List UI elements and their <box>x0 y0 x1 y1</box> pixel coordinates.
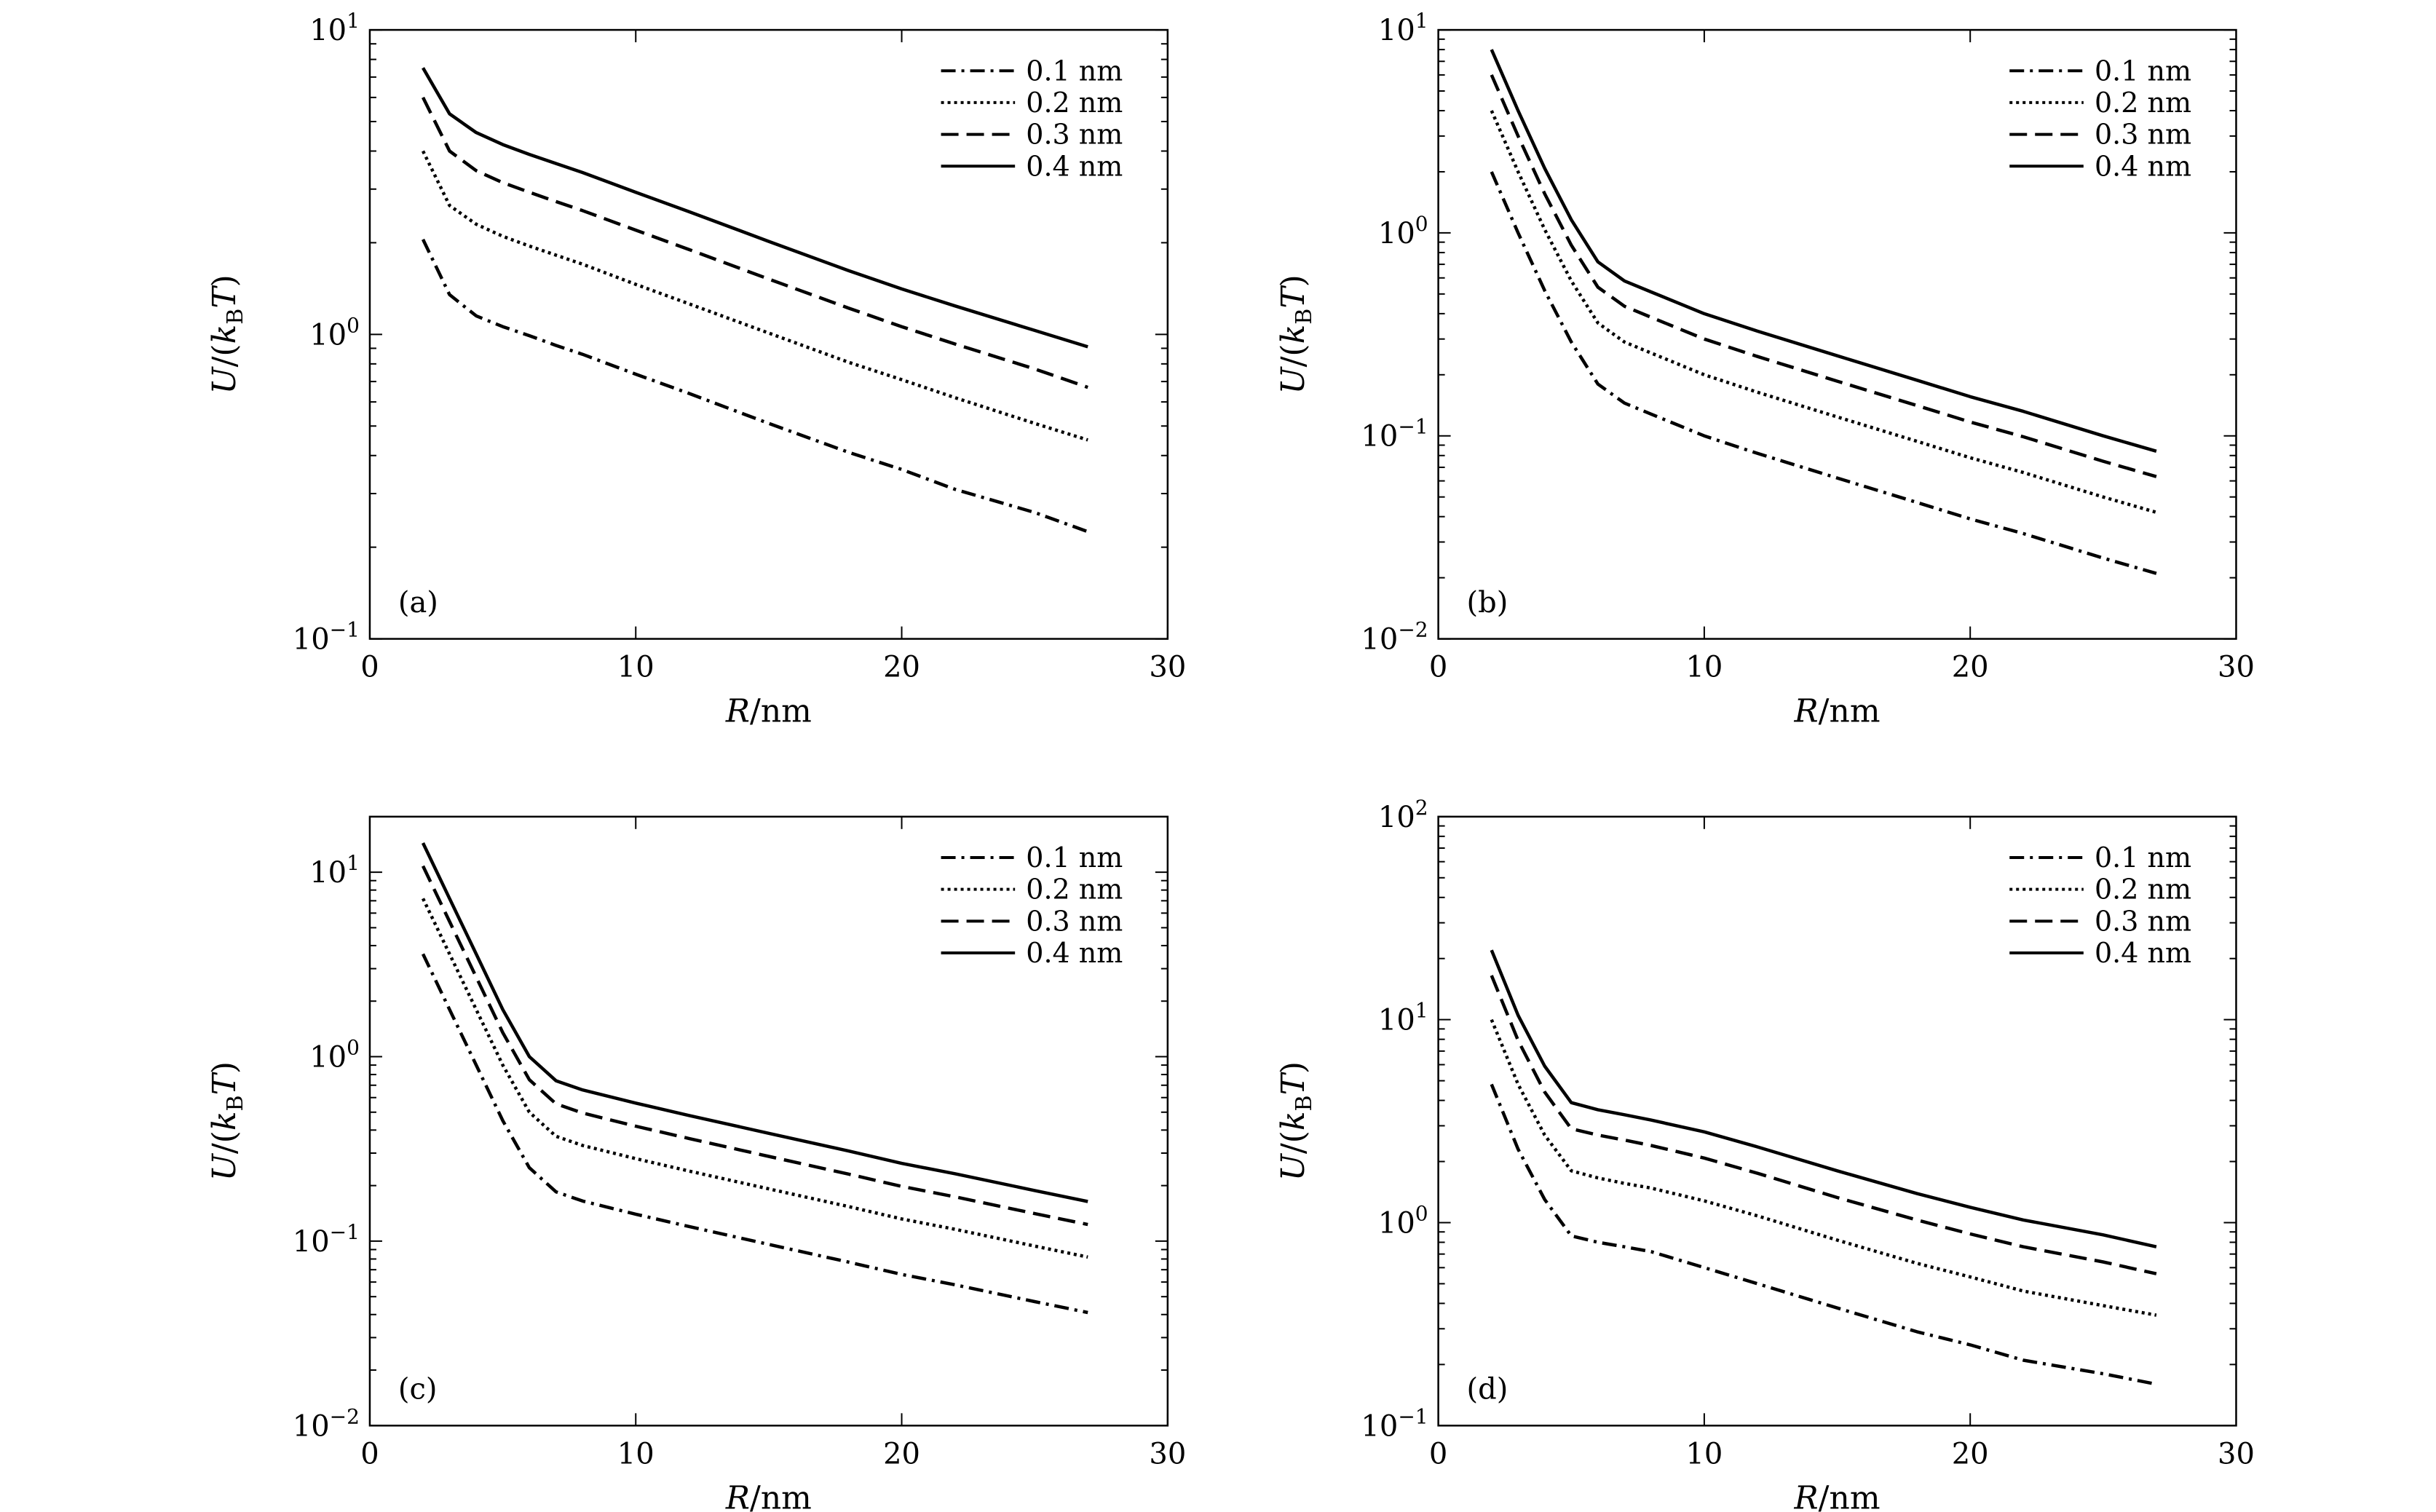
panel-label: (a) <box>398 586 438 620</box>
legend-label: 0.3 nm <box>2095 905 2191 937</box>
x-axis-label: R/nm <box>725 1479 812 1512</box>
y-tick-label: 101 <box>309 9 360 47</box>
plot-frame <box>368 815 1169 1427</box>
legend-label: 0.4 nm <box>1026 150 1123 182</box>
series-line-0-1-nm <box>421 953 1088 1315</box>
x-tick-label: 30 <box>1149 651 1186 684</box>
panel-label: (d) <box>1467 1373 1508 1406</box>
y-tick-label: 101 <box>309 851 360 890</box>
series-line-0-1-nm <box>1490 1083 2157 1386</box>
x-tick-label: 10 <box>617 1437 655 1471</box>
legend-label: 0.4 nm <box>2095 150 2191 182</box>
series-line-0-3-nm <box>421 865 1088 1227</box>
x-tick-label: 30 <box>2218 1437 2255 1471</box>
x-tick-label: 20 <box>883 1437 920 1471</box>
series-line-0-2-nm <box>1490 110 2157 514</box>
series-line-0-4-nm <box>1490 49 2157 453</box>
y-tick-label: 100 <box>1378 212 1428 250</box>
panel-label: (c) <box>398 1373 438 1406</box>
y-tick-label: 10−1 <box>293 618 360 657</box>
y-axis-label: U/(kBT) <box>1275 274 1317 394</box>
x-axis-label: R/nm <box>1794 1479 1881 1512</box>
series-line-0-4-nm <box>422 67 1088 349</box>
y-axis-label: U/(kBT) <box>206 1061 248 1181</box>
plot-frame <box>1437 28 2237 640</box>
legend-label: 0.1 nm <box>2095 55 2191 87</box>
x-tick-label: 0 <box>360 651 379 684</box>
series-line-0-4-nm <box>1490 949 2157 1248</box>
series-line-0-3-nm <box>1490 975 2157 1275</box>
x-tick-label: 10 <box>617 651 655 684</box>
legend-label: 0.3 nm <box>1026 119 1123 151</box>
x-tick-label: 0 <box>360 1437 379 1471</box>
series-line-0-2-nm <box>421 150 1088 442</box>
x-axis-label: R/nm <box>1794 693 1881 730</box>
legend-label: 0.3 nm <box>2095 119 2191 151</box>
x-tick-label: 20 <box>883 651 920 684</box>
series-line-0-3-nm <box>421 96 1088 389</box>
y-tick-label: 102 <box>1378 796 1428 834</box>
legend-label: 0.3 nm <box>1026 905 1123 937</box>
series-line-0-2-nm <box>1490 1018 2157 1317</box>
legend-label: 0.1 nm <box>1026 55 1123 87</box>
y-tick-label: 101 <box>1378 9 1428 47</box>
legend-label: 0.4 nm <box>2095 937 2191 969</box>
x-tick-label: 0 <box>1429 651 1447 684</box>
x-tick-label: 30 <box>1149 1437 1186 1471</box>
legend-label: 0.1 nm <box>2095 842 2191 874</box>
x-tick-label: 10 <box>1685 1437 1723 1471</box>
plot-frame <box>1437 815 2237 1427</box>
y-tick-label: 10−2 <box>1361 618 1428 657</box>
series-line-0-1-nm <box>421 238 1088 534</box>
legend-label: 0.4 nm <box>1026 937 1123 969</box>
series-line-0-3-nm <box>1490 74 2157 478</box>
y-tick-label: 100 <box>1378 1201 1428 1240</box>
x-tick-label: 20 <box>1952 651 1989 684</box>
legend-label: 0.2 nm <box>2095 874 2191 906</box>
y-tick-label: 10−1 <box>293 1220 360 1259</box>
y-tick-label: 10−2 <box>293 1404 360 1443</box>
y-tick-label: 101 <box>1378 999 1428 1037</box>
y-tick-label: 10−1 <box>1361 1404 1428 1443</box>
x-tick-label: 30 <box>2218 651 2255 684</box>
y-axis-label: U/(kBT) <box>1275 1061 1317 1181</box>
x-tick-label: 10 <box>1685 651 1723 684</box>
legend-label: 0.2 nm <box>1026 874 1123 906</box>
plot-frame <box>368 28 1169 640</box>
y-axis-label: U/(kBT) <box>206 274 248 394</box>
legend-label: 0.2 nm <box>1026 87 1123 119</box>
y-tick-label: 100 <box>309 1036 360 1074</box>
legend-label: 0.1 nm <box>1026 842 1123 874</box>
legend-label: 0.2 nm <box>2095 87 2191 119</box>
x-tick-label: 0 <box>1429 1437 1447 1471</box>
series-line-0-4-nm <box>421 842 1088 1203</box>
y-tick-label: 100 <box>309 313 360 352</box>
x-axis-label: R/nm <box>725 693 812 730</box>
y-tick-label: 10−1 <box>1361 415 1428 454</box>
series-line-0-1-nm <box>1490 171 2157 575</box>
x-tick-label: 20 <box>1952 1437 1989 1471</box>
panel-label: (b) <box>1467 586 1508 620</box>
